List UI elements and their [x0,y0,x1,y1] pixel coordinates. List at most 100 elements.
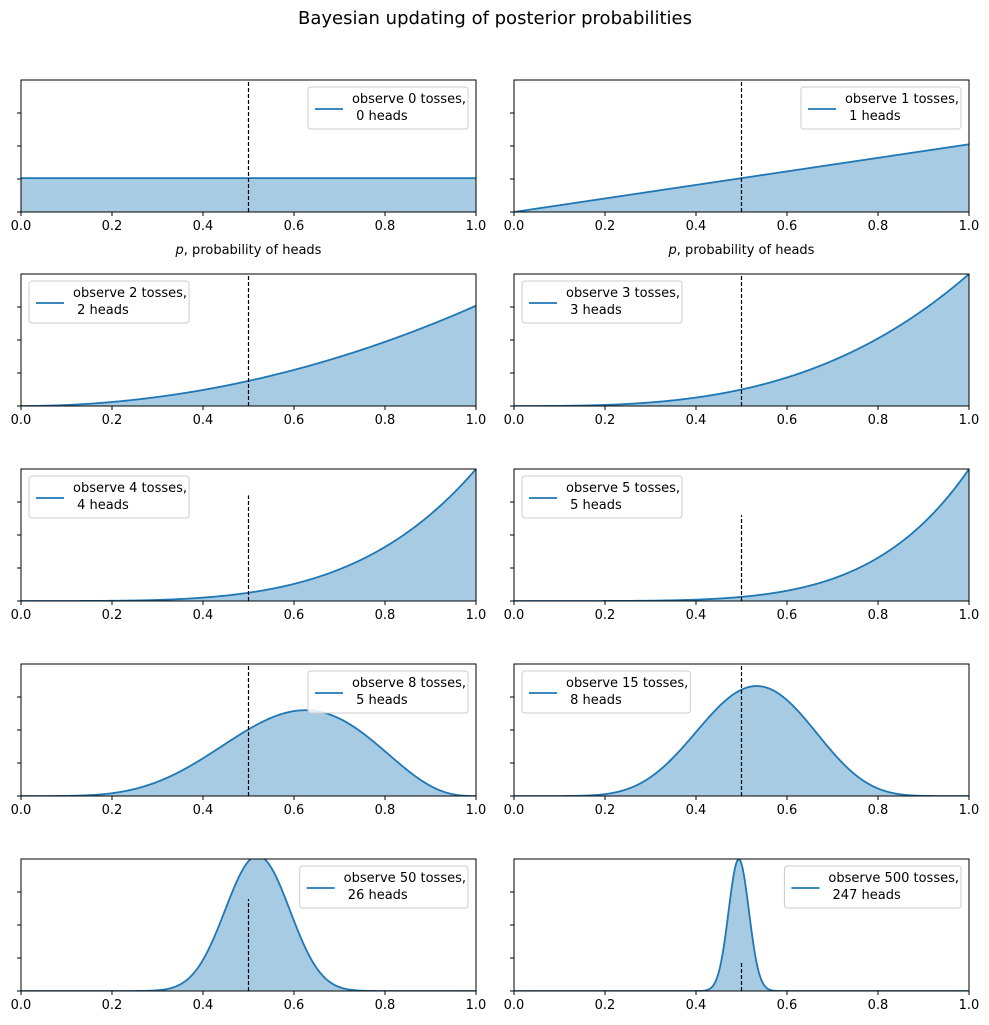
x-tick-label: 1.0 [466,608,487,623]
subplot-4: 0.0 0.2 0.4 0.6 0.8 1.0 observe 3 tosses, 3 he… [504,273,980,428]
x-tick-label: 0.4 [193,219,214,234]
legend-label: 1 heads [845,109,901,124]
x-tick-label: 0.8 [868,219,889,234]
legend: observe 50 tosses, 26 heads [299,865,469,909]
subplot-grid: 0.0 0.2 0.4 0.6 0.8 1.0 p, probability of head… [11,79,980,1013]
x-tick-label: 1.0 [466,998,487,1013]
subplot-10: 0.0 0.2 0.4 0.6 0.8 1.0 observe 500 tosses, 24… [504,858,979,1013]
x-tick-label: 0.0 [11,608,32,623]
legend: observe 15 tosses, 8 heads [521,670,691,714]
legend-label: observe 3 tosses, [566,286,680,301]
x-tick-label: 0.0 [11,998,32,1013]
x-tick-label: 0.2 [595,219,616,234]
legend-box [783,865,962,909]
legend: observe 0 tosses, 0 heads [307,86,469,130]
x-tick-label: 0.6 [284,219,305,234]
x-tick-label: 0.4 [193,413,214,428]
legend-label: 247 heads [828,888,901,903]
legend-box [521,280,683,324]
legend-label: 2 heads [73,303,129,318]
x-tick-label: 0.8 [375,413,396,428]
x-tick-label: 1.0 [959,413,980,428]
x-tick-label: 0.8 [375,998,396,1013]
subplot-1: 0.0 0.2 0.4 0.6 0.8 1.0 p, probability of head… [11,79,486,258]
x-tick-label: 1.0 [466,803,487,818]
legend: observe 5 tosses, 5 heads [521,475,683,519]
legend-label: observe 4 tosses, [73,481,187,496]
x-axis-label: p, probability of heads [668,243,815,258]
x-tick-label: 0.0 [11,803,32,818]
posterior-fill [21,305,476,406]
x-tick-label: 0.6 [777,608,798,623]
legend-label: 26 heads [344,888,408,903]
subplot-3: 0.0 0.2 0.4 0.6 0.8 1.0 observe 2 tosses, 2 he… [11,273,487,428]
posterior-fill [514,859,969,991]
x-tick-label: 0.0 [11,219,32,234]
legend-label: observe 500 tosses, [828,871,959,886]
x-tick-label: 0.8 [375,219,396,234]
x-tick-label: 1.0 [959,608,980,623]
x-tick-label: 0.4 [686,219,707,234]
posterior-line [514,274,969,406]
x-tick-label: 0.2 [102,413,123,428]
legend-box [28,475,190,519]
legend: observe 4 tosses, 4 heads [28,475,190,519]
subplot-8: 0.0 0.2 0.4 0.6 0.8 1.0 observe 15 tosses, 8 h… [504,663,980,818]
x-tick-label: 1.0 [466,413,487,428]
x-tick-label: 0.4 [686,608,707,623]
x-tick-label: 0.6 [777,998,798,1013]
legend-label: observe 8 tosses, [352,676,466,691]
posterior-line [514,859,969,991]
legend: observe 2 tosses, 2 heads [28,280,190,324]
legend-label: 3 heads [566,303,622,318]
legend-label: observe 2 tosses, [73,286,187,301]
legend-label: 4 heads [73,498,129,513]
x-tick-label: 0.4 [193,998,214,1013]
subplot-5: 0.0 0.2 0.4 0.6 0.8 1.0 observe 4 tosses, 4 he… [11,468,487,623]
x-tick-label: 1.0 [959,219,980,234]
x-tick-label: 0.2 [102,998,123,1013]
x-tick-label: 0.0 [11,413,32,428]
legend-box [307,670,469,714]
legend-label: observe 15 tosses, [566,676,688,691]
x-tick-label: 0.6 [284,608,305,623]
legend: observe 8 tosses, 5 heads [307,670,469,714]
legend-label: 0 heads [352,109,408,124]
legend-label: 5 heads [352,693,408,708]
posterior-fill [514,274,969,406]
posterior-line [21,859,476,991]
x-tick-label: 0.8 [375,803,396,818]
subplot-6: 0.0 0.2 0.4 0.6 0.8 1.0 observe 5 tosses, 5 he… [504,468,980,623]
posterior-fill [21,469,476,601]
legend-label: 5 heads [566,498,622,513]
x-tick-label: 0.6 [284,998,305,1013]
x-tick-label: 0.6 [777,413,798,428]
legend: observe 1 tosses, 1 heads [800,86,962,130]
x-tick-label: 0.4 [686,998,707,1013]
x-tick-label: 0.6 [284,803,305,818]
subplot-9: 0.0 0.2 0.4 0.6 0.8 1.0 observe 50 tosses, 26 … [11,858,487,1013]
subplot-2: 0.0 0.2 0.4 0.6 0.8 1.0 p, probability of head… [504,79,980,258]
x-axis-label: p, probability of heads [175,243,322,258]
x-tick-label: 0.4 [686,803,707,818]
legend-label: observe 50 tosses, [344,871,466,886]
legend-label: observe 5 tosses, [566,481,680,496]
x-tick-label: 0.8 [868,803,889,818]
x-tick-label: 0.8 [375,608,396,623]
legend-box [521,670,691,714]
x-tick-label: 0.6 [284,413,305,428]
legend-label: observe 0 tosses, [352,92,466,107]
x-tick-label: 0.4 [193,803,214,818]
legend-box [800,86,962,130]
x-tick-label: 1.0 [959,803,980,818]
x-tick-label: 0.0 [504,219,525,234]
legend-box [299,865,469,909]
x-tick-label: 0.2 [595,998,616,1013]
x-tick-label: 0.8 [868,413,889,428]
x-tick-label: 0.8 [868,608,889,623]
x-tick-label: 0.6 [777,219,798,234]
x-tick-label: 0.0 [504,998,525,1013]
posterior-fill [21,178,476,212]
posterior-line [514,685,969,796]
